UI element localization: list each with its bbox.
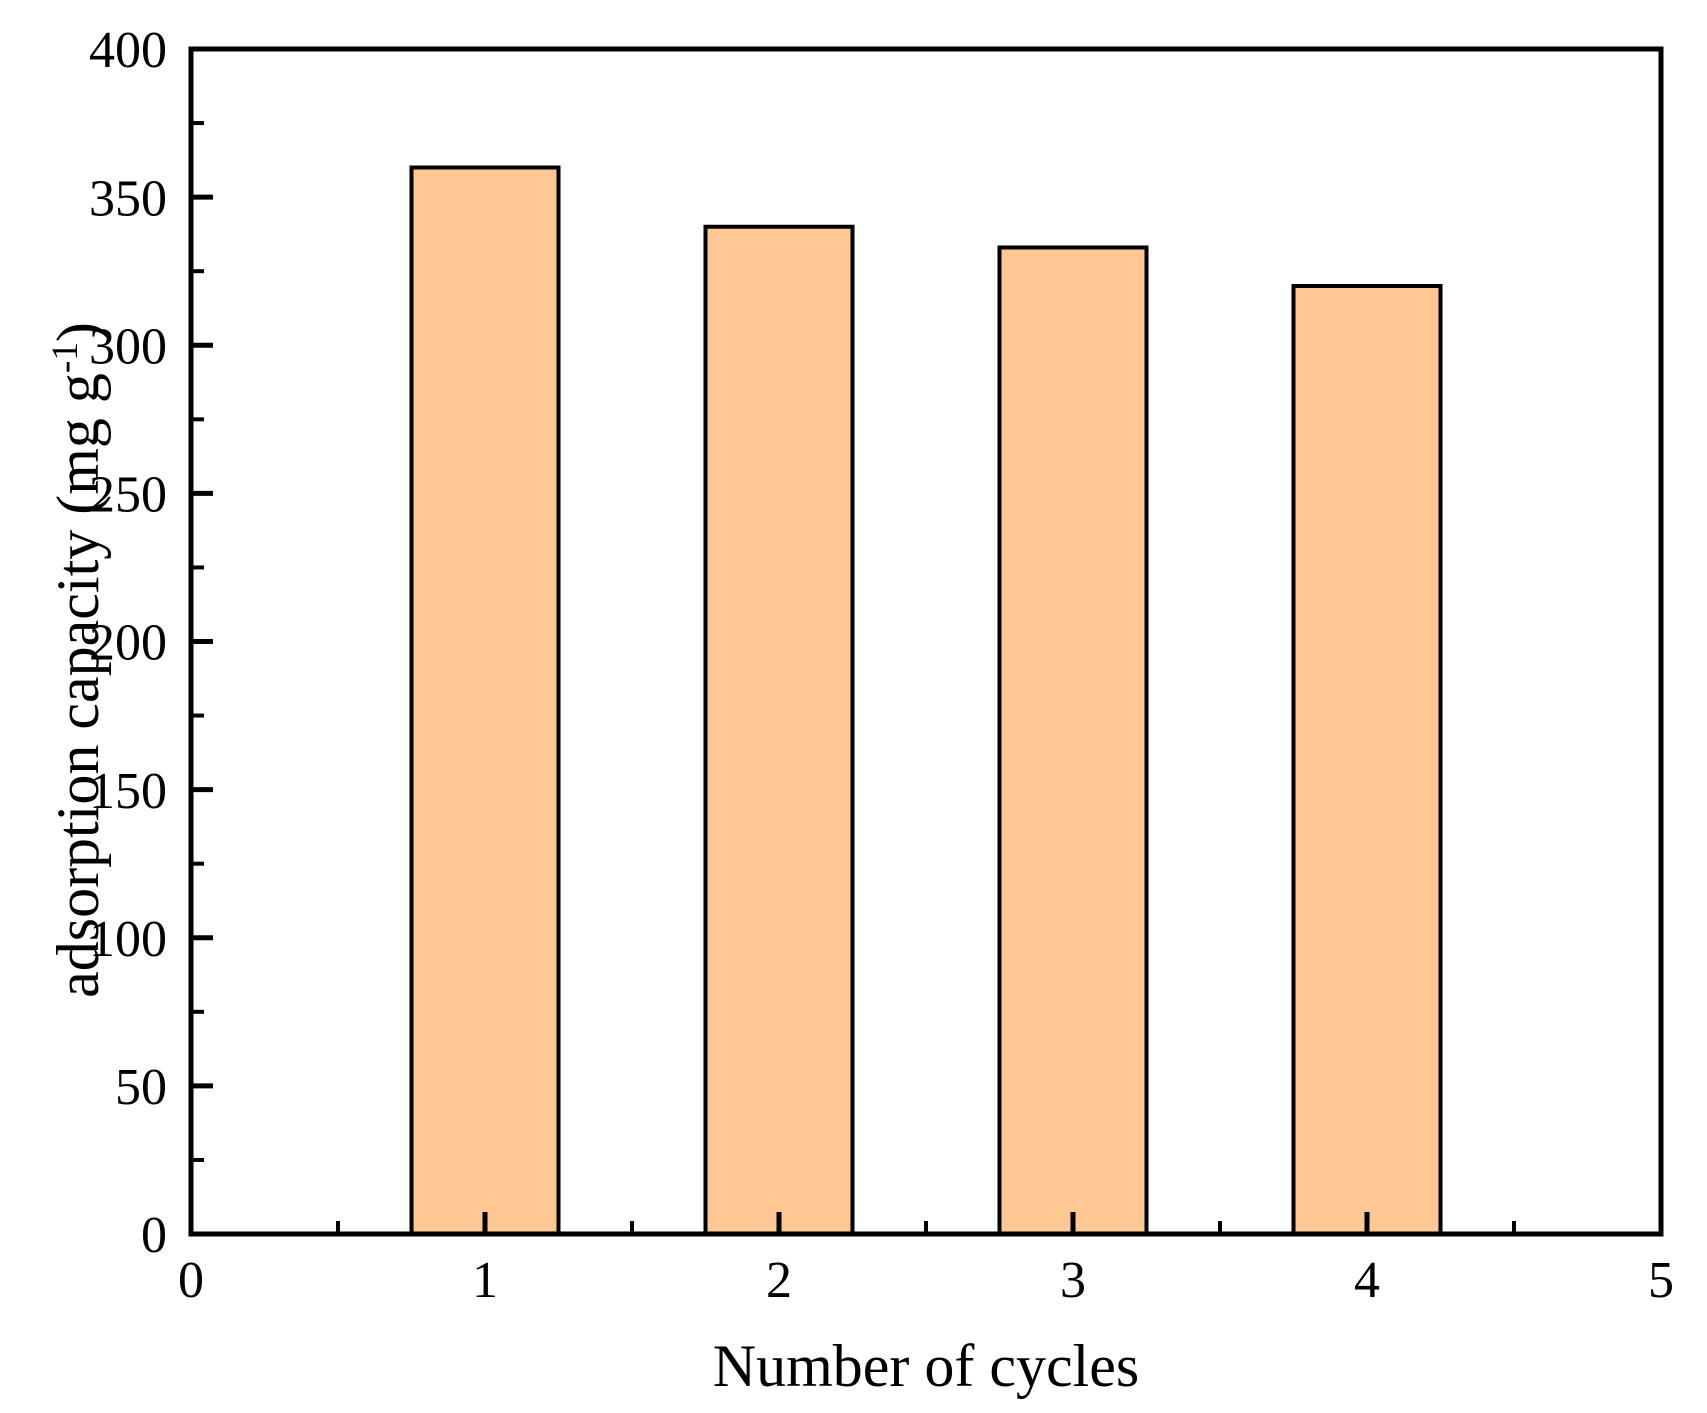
x-tick-label: 3 — [1060, 1252, 1086, 1309]
x-tick-label: 0 — [178, 1252, 204, 1309]
y-tick-label: 150 — [89, 763, 167, 820]
y-tick-label: 100 — [89, 911, 167, 968]
y-tick-label: 200 — [89, 615, 167, 672]
bar-cycle-4 — [1291, 284, 1443, 1236]
bar-cycle-1 — [409, 165, 561, 1236]
y-axis-title-close: ) — [45, 322, 111, 343]
bar-cycle-2 — [703, 224, 855, 1236]
y-tick-label: 0 — [141, 1207, 167, 1264]
x-tick-label: 4 — [1354, 1252, 1380, 1309]
y-tick-label: 50 — [115, 1059, 167, 1116]
y-tick-label: 250 — [89, 467, 167, 524]
y-tick-label: 300 — [89, 318, 167, 375]
x-tick-label: 2 — [766, 1252, 792, 1309]
y-axis-title-text: adsorption capacity (mg g — [45, 373, 111, 998]
bar-cycle-3 — [997, 245, 1149, 1237]
y-axis-title: adsorption capacity (mg g-1) — [45, 322, 111, 998]
y-tick-label: 400 — [89, 22, 167, 79]
x-tick-label: 1 — [472, 1252, 498, 1309]
x-axis-title: Number of cycles — [712, 1333, 1140, 1399]
y-tick-label: 350 — [89, 170, 167, 227]
y-axis-title-superscript: -1 — [45, 342, 86, 374]
x-tick-label: 5 — [1648, 1252, 1674, 1309]
